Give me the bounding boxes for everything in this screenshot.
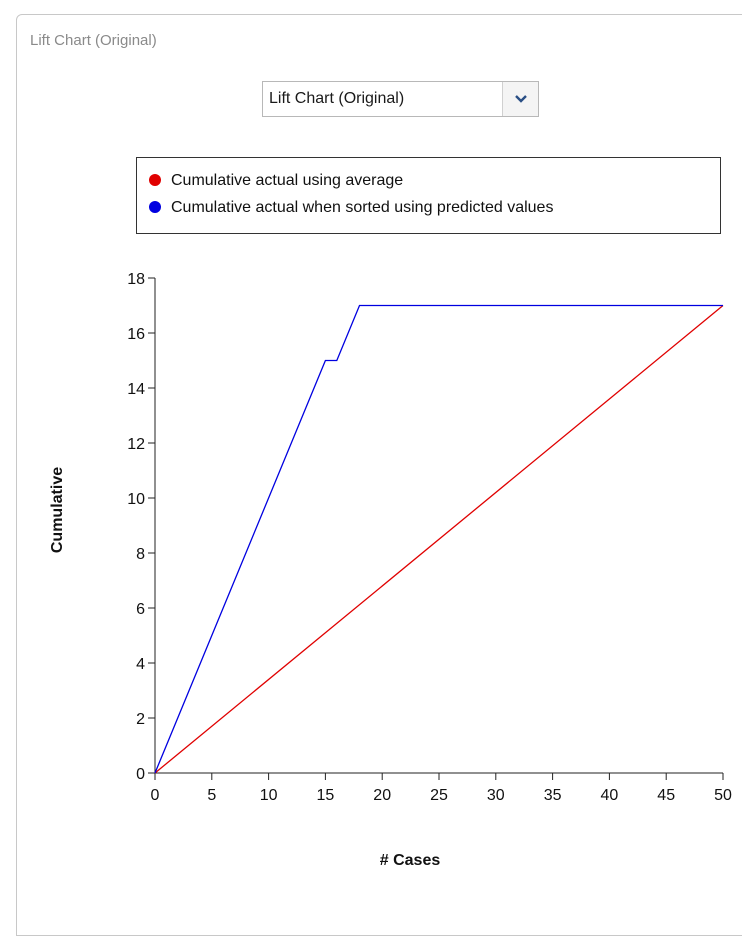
legend-item-average: Cumulative actual using average <box>149 172 403 190</box>
legend-marker-predicted <box>149 201 161 213</box>
dropdown-toggle-button[interactable] <box>502 82 538 116</box>
legend-label-predicted: Cumulative actual when sorted using pred… <box>171 199 554 216</box>
panel-title: Lift Chart (Original) <box>30 32 157 49</box>
legend-label-average: Cumulative actual using average <box>171 172 404 189</box>
legend-marker-average <box>149 174 161 186</box>
legend-item-predicted: Cumulative actual when sorted using pred… <box>149 199 553 217</box>
chevron-down-icon <box>514 95 527 103</box>
chart-panel <box>16 14 742 936</box>
chart-type-dropdown[interactable]: Lift Chart (Original) <box>262 81 539 117</box>
dropdown-selected-value: Lift Chart (Original) <box>269 90 405 107</box>
chart-legend: Cumulative actual using average Cumulati… <box>136 157 721 234</box>
